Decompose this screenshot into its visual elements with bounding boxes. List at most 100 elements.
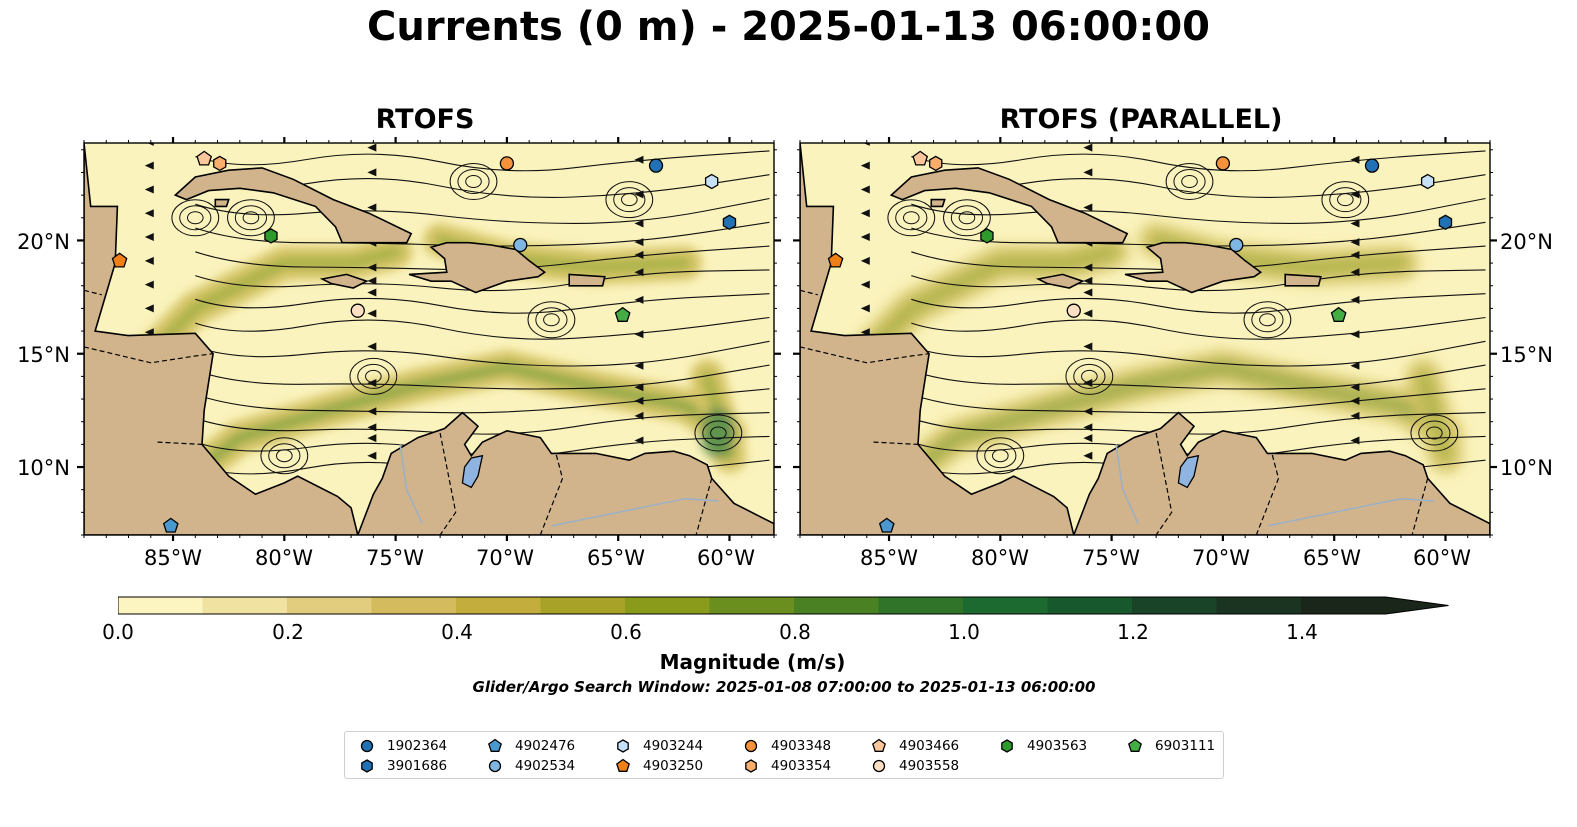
legend-label: 4903558 <box>899 758 960 774</box>
legend-label: 4903466 <box>899 738 960 754</box>
colorbar-tick-6: 1.2 <box>1117 620 1149 644</box>
lat-label-10n-right: 10°N <box>1500 456 1553 480</box>
legend-marker-icon <box>488 738 502 752</box>
land-mass <box>1284 273 1322 287</box>
legend-marker-icon <box>361 759 373 773</box>
float-marker-3901686 <box>722 214 737 231</box>
legend-label: 4903250 <box>643 758 704 774</box>
colorbar-segment <box>709 597 795 614</box>
lon-label-70w-left: 70°W <box>476 546 534 570</box>
float-legend: 1902364 3901686 4902476 4902534 4903244 … <box>344 731 1224 779</box>
lon-label-85w-left: 85°W <box>144 546 202 570</box>
float-marker-4903466 <box>196 150 213 166</box>
float-marker-4903354 <box>213 155 227 172</box>
colorbar-segment <box>1047 597 1133 614</box>
map-panel-rtofs <box>77 137 781 541</box>
float-marker-4903563 <box>264 228 278 244</box>
legend-marker-icon <box>1128 738 1142 752</box>
colorbar-segment <box>287 597 373 614</box>
float-marker-3901686 <box>1438 214 1453 231</box>
current-map <box>793 137 1497 541</box>
float-marker-4903558 <box>1066 303 1081 318</box>
colorbar-segment <box>371 597 457 614</box>
lat-label-20n-right: 20°N <box>1500 230 1553 254</box>
lat-label-20n-left: 20°N <box>17 230 70 254</box>
legend-marker-icon <box>360 739 374 753</box>
figure-title: Currents (0 m) - 2025-01-13 06:00:00 <box>367 4 1210 50</box>
colorbar-tick-7: 1.4 <box>1286 620 1318 644</box>
float-marker-4903348 <box>1215 156 1231 171</box>
colorbar <box>118 596 1449 615</box>
colorbar-tick-4: 0.8 <box>779 620 811 644</box>
float-marker-4902476 <box>878 517 895 533</box>
colorbar-segment <box>963 597 1049 614</box>
legend-label: 4903354 <box>771 758 832 774</box>
lon-label-70w-right: 70°W <box>1192 546 1250 570</box>
colorbar-tick-0: 0.0 <box>102 620 134 644</box>
lon-label-85w-right: 85°W <box>860 546 918 570</box>
float-marker-4903244 <box>704 173 719 190</box>
colorbar-segment <box>540 597 626 614</box>
legend-marker-icon <box>488 759 502 773</box>
land-mass <box>173 167 413 244</box>
float-marker-4903348 <box>499 156 515 171</box>
colorbar-label: Magnitude (m/s) <box>659 650 846 674</box>
float-marker-4903563 <box>980 228 994 244</box>
land-mass <box>356 411 774 535</box>
land-mass <box>1124 241 1263 294</box>
colorbar-segment <box>202 597 288 614</box>
lon-label-75w-right: 75°W <box>1082 546 1140 570</box>
lon-label-80w-left: 80°W <box>255 546 313 570</box>
legend-label: 4903563 <box>1027 738 1088 754</box>
panel-title-rtofs-parallel: RTOFS (PARALLEL) <box>999 104 1283 135</box>
lon-label-65w-left: 65°W <box>587 546 645 570</box>
legend-label: 4903244 <box>643 738 704 754</box>
colorbar-tick-2: 0.4 <box>441 620 473 644</box>
land-mass <box>568 273 606 287</box>
legend-marker-icon <box>616 758 630 772</box>
legend-label: 3901686 <box>387 758 448 774</box>
lon-label-60w-left: 60°W <box>697 546 755 570</box>
colorbar-segment <box>794 597 880 614</box>
colorbar-tick-3: 0.6 <box>610 620 642 644</box>
lat-label-15n-right: 15°N <box>1500 343 1553 367</box>
map-panel-rtofs-parallel <box>793 137 1497 541</box>
land-mass <box>319 273 369 289</box>
float-marker-1902364 <box>1364 158 1380 173</box>
lon-label-75w-left: 75°W <box>366 546 424 570</box>
land-mass <box>800 143 1075 535</box>
land-mass <box>84 143 359 535</box>
lon-label-65w-right: 65°W <box>1303 546 1361 570</box>
current-map <box>77 137 781 541</box>
land-mass <box>214 198 230 208</box>
land-mass <box>408 241 547 294</box>
float-marker-4903250 <box>827 252 844 268</box>
lake-maracaibo <box>461 454 484 489</box>
float-marker-6903111 <box>1330 306 1347 322</box>
legend-label: 1902364 <box>387 738 448 754</box>
colorbar-tick-1: 0.2 <box>272 620 304 644</box>
legend-marker-icon <box>617 739 629 753</box>
float-marker-6903111 <box>614 306 631 322</box>
colorbar-segment <box>118 597 204 614</box>
lat-label-15n-left: 15°N <box>17 343 70 367</box>
search-window-text: Glider/Argo Search Window: 2025-01-08 07… <box>472 678 1096 696</box>
float-marker-4903354 <box>929 155 943 172</box>
legend-marker-icon <box>744 739 758 753</box>
legend-label: 4903348 <box>771 738 832 754</box>
legend-marker-icon <box>872 759 886 773</box>
colorbar-segment <box>625 597 711 614</box>
float-marker-4903558 <box>350 303 365 318</box>
colorbar-extend-arrow <box>1385 597 1449 614</box>
colorbar-segment <box>1301 597 1387 614</box>
colorbar-segment <box>456 597 542 614</box>
land-mass <box>1035 273 1085 289</box>
float-marker-4903244 <box>1420 173 1435 190</box>
float-marker-4902534 <box>513 237 528 253</box>
land-mass <box>1072 411 1490 535</box>
legend-label: 6903111 <box>1155 738 1216 754</box>
colorbar-tick-5: 1.0 <box>948 620 980 644</box>
float-marker-4902534 <box>1229 237 1244 253</box>
legend-marker-icon <box>745 759 757 773</box>
legend-label: 4902534 <box>515 758 576 774</box>
